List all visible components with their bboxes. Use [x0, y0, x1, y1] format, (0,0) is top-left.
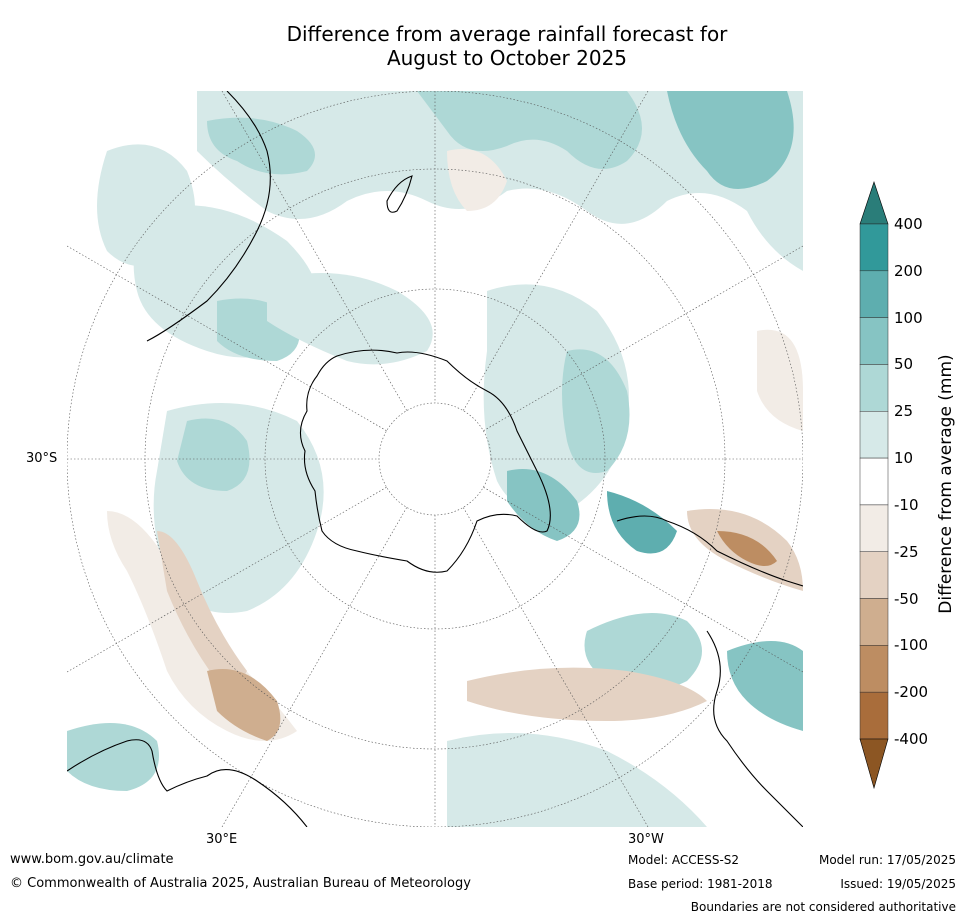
colorbar-tick-label: -25: [894, 542, 919, 561]
colorbar-tick-label: -50: [894, 589, 919, 608]
footer-issued: Issued: 19/05/2025: [840, 877, 956, 891]
footer-url[interactable]: www.bom.gov.au/climate: [10, 852, 174, 867]
colorbar-tick-label: -100: [894, 636, 929, 655]
footer-copyright: © Commonwealth of Australia 2025, Austra…: [10, 876, 471, 891]
colorbar-band: [859, 598, 889, 646]
map-title: Difference from average rainfall forecas…: [0, 22, 965, 70]
colorbar-band: [859, 457, 889, 506]
colorbar-tick-label: 400: [894, 215, 923, 233]
colorbar-tick-label: -400: [894, 730, 929, 748]
wet-anomaly-regions: [67, 91, 803, 827]
colorbar-band: [859, 364, 889, 412]
lon-label-30w: 30°W: [628, 832, 664, 847]
south-america-coastline: [616, 515, 803, 827]
colorbar-band: [859, 504, 889, 552]
title-line-2: August to October 2025: [386, 46, 628, 70]
footer-disclaimer: Boundaries are not considered authoritat…: [690, 900, 956, 914]
colorbar-tick-label: 50: [894, 355, 914, 374]
footer-base-period: Base period: 1981-2018: [628, 877, 773, 891]
dry-anomaly-regions: [107, 149, 803, 741]
colorbar-band: [859, 317, 889, 365]
colorbar-tick-label: -200: [894, 683, 929, 702]
lon-label-30e: 30°E: [206, 832, 238, 847]
colorbar-extend-bottom: [859, 738, 889, 790]
footer-model-run: Model run: 17/05/2025: [818, 853, 956, 867]
africa-coastline: [146, 91, 271, 342]
graticule: [67, 91, 803, 827]
map-canvas: [67, 91, 803, 827]
colorbar-tick-label: 10: [894, 449, 914, 468]
polar-map: [67, 91, 803, 827]
colorbar: 400 200 100 50 25 10 -10 -25 -50 -100 -200 -400: [850, 180, 965, 790]
colorbar-tick-label: -10: [894, 495, 919, 514]
colorbar-band: [859, 223, 889, 272]
colorbar-title: Difference from average (mm): [936, 354, 956, 614]
coastlines: [67, 91, 803, 827]
colorbar-tick-label: 100: [894, 308, 923, 327]
lat-label-30s: 30°S: [26, 451, 58, 466]
footer-model: Model: ACCESS-S2: [628, 853, 740, 867]
title-line-1: Difference from average rainfall forecas…: [286, 22, 728, 46]
colorbar-band: [859, 645, 889, 693]
colorbar-band: [859, 551, 889, 599]
colorbar-band: [859, 691, 889, 740]
new-zealand-coastline: [386, 175, 413, 213]
colorbar-tick-label: 200: [894, 261, 923, 280]
antarctica-coastline: [299, 349, 551, 573]
colorbar-band: [859, 270, 889, 318]
colorbar-tick-label: 25: [894, 402, 914, 421]
australia-coastline: [67, 739, 308, 827]
colorbar-extend-top: [859, 181, 889, 225]
colorbar-band: [859, 411, 889, 459]
colorbar-bar: [859, 181, 889, 790]
